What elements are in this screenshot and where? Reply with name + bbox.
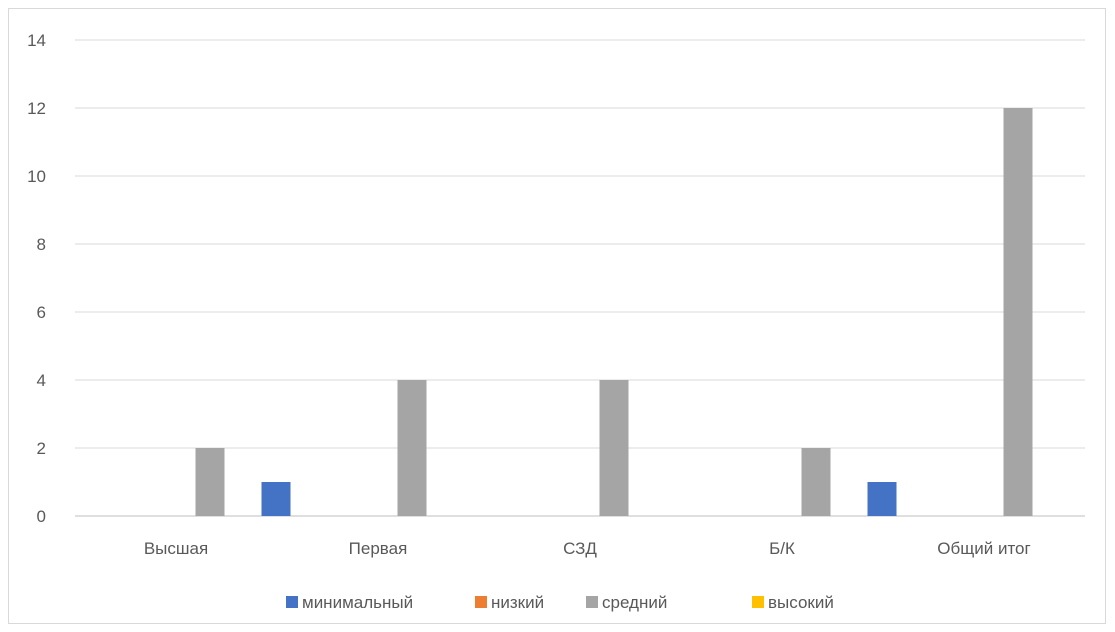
y-tick-label: 14 [27, 31, 46, 50]
x-tick-label: Б/К [769, 539, 795, 558]
y-tick-label: 0 [37, 507, 46, 526]
legend-label: минимальный [302, 593, 413, 612]
x-tick-label: Высшая [144, 539, 208, 558]
bar [1003, 108, 1033, 516]
legend-swatch [475, 596, 487, 608]
bar [599, 380, 629, 516]
legend-swatch [586, 596, 598, 608]
y-tick-label: 6 [37, 303, 46, 322]
legend-label: высокий [768, 593, 834, 612]
legend-label: средний [602, 593, 667, 612]
y-tick-label: 2 [37, 439, 46, 458]
y-tick-label: 12 [27, 99, 46, 118]
y-tick-label: 8 [37, 235, 46, 254]
bar [397, 380, 427, 516]
bar [195, 448, 225, 516]
legend-swatch [286, 596, 298, 608]
bar [801, 448, 831, 516]
x-tick-label: СЗД [563, 539, 597, 558]
legend-label: низкий [491, 593, 544, 612]
bars [195, 108, 1033, 516]
legend-swatch [752, 596, 764, 608]
bar [261, 482, 291, 516]
gridlines [75, 39, 1085, 517]
y-axis-tick-labels: 0 2 4 6 8 10 12 14 [27, 31, 46, 526]
x-axis-tick-labels: Высшая Первая СЗД Б/К Общий итог [144, 539, 1031, 558]
y-tick-label: 4 [37, 371, 46, 390]
chart-frame [8, 8, 1106, 624]
legend: минимальный низкий средний высокий [286, 593, 834, 612]
x-tick-label: Общий итог [937, 539, 1030, 558]
y-tick-label: 10 [27, 167, 46, 186]
bar [867, 482, 897, 516]
x-tick-label: Первая [349, 539, 408, 558]
